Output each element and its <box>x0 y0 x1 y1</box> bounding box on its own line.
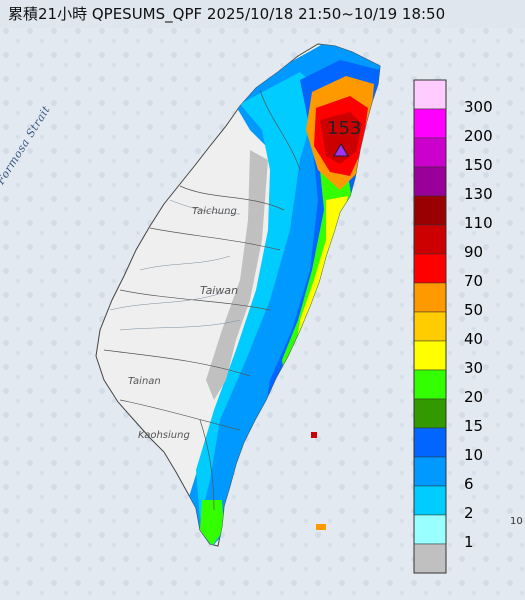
rivers <box>109 199 241 331</box>
legend-swatch <box>413 253 447 284</box>
max-rainfall-marker <box>333 143 349 157</box>
island-label: Taiwan <box>200 284 239 297</box>
corner-mark: 10 <box>510 516 523 527</box>
legend-label: 15 <box>464 417 484 435</box>
legend-label: 200 <box>464 127 493 145</box>
green-island <box>311 432 317 438</box>
county-boundaries <box>103 89 301 511</box>
legend-label: 20 <box>464 388 484 406</box>
legend-swatch <box>413 108 447 139</box>
legend-label: 40 <box>464 330 484 348</box>
legend-label: 130 <box>464 185 493 203</box>
legend-swatch <box>413 79 447 110</box>
legend-swatch <box>413 195 447 226</box>
city-label-kaohsiung: Kaohsiung <box>138 430 190 441</box>
legend-swatch <box>413 369 447 400</box>
legend-label: 70 <box>464 272 484 290</box>
city-label-tainan: Tainan <box>128 376 161 387</box>
rain-area-trace <box>206 150 268 400</box>
rain-area-south-20 <box>200 500 224 546</box>
legend-label: 1 <box>464 533 474 551</box>
legend-swatch <box>413 166 447 197</box>
orchid-island <box>316 524 326 530</box>
legend-swatch <box>413 137 447 168</box>
legend-swatch <box>413 514 447 545</box>
legend <box>413 79 447 574</box>
rain-area-2 <box>196 72 320 520</box>
rainfall-overlay <box>188 44 380 546</box>
legend-label: 2 <box>464 504 474 522</box>
legend-swatch <box>413 224 447 255</box>
legend-swatch <box>413 311 447 342</box>
max-value-label: 153 <box>327 118 362 139</box>
legend-frame <box>413 79 447 574</box>
legend-swatch <box>413 456 447 487</box>
legend-swatch <box>413 340 447 371</box>
rain-area-90 <box>320 112 362 164</box>
legend-label: 150 <box>464 156 493 174</box>
legend-swatch <box>413 485 447 516</box>
legend-label: 110 <box>464 214 493 232</box>
legend-swatch <box>413 543 447 574</box>
legend-label: 6 <box>464 475 474 493</box>
legend-swatch <box>413 398 447 429</box>
legend-swatch <box>413 427 447 458</box>
legend-label: 300 <box>464 98 493 116</box>
legend-label: 30 <box>464 359 484 377</box>
legend-label: 50 <box>464 301 484 319</box>
legend-label: 90 <box>464 243 484 261</box>
legend-label: 10 <box>464 446 484 464</box>
legend-swatch <box>413 282 447 313</box>
city-label-taichung: Taichung <box>192 206 237 217</box>
map-title: 累積21小時 QPESUMS_QPF 2025/10/18 21:50~10/1… <box>8 5 446 23</box>
